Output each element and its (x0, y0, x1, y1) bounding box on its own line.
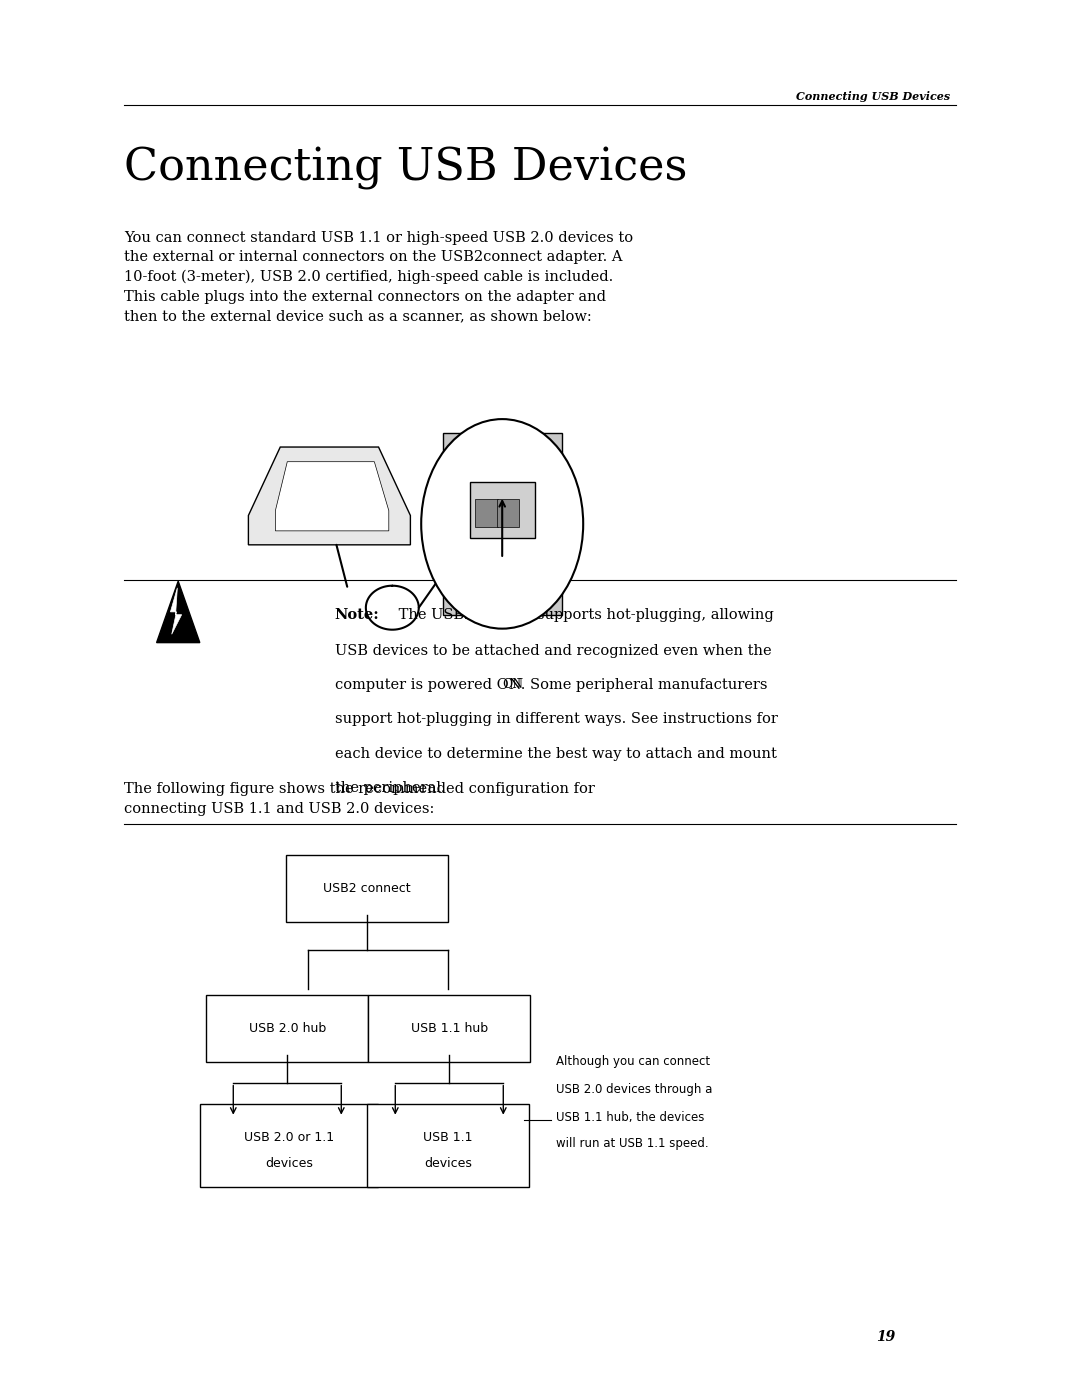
Text: devices: devices (424, 1157, 472, 1169)
Polygon shape (248, 447, 410, 545)
Text: will run at USB 1.1 speed.: will run at USB 1.1 speed. (556, 1137, 708, 1150)
Text: USB devices to be attached and recognized even when the: USB devices to be attached and recognize… (335, 644, 771, 658)
FancyBboxPatch shape (470, 482, 535, 538)
FancyBboxPatch shape (200, 1104, 378, 1187)
Text: 19: 19 (876, 1330, 895, 1344)
Text: ON: ON (502, 678, 524, 690)
Text: The following figure shows the recommended configuration for
connecting USB 1.1 : The following figure shows the recommend… (124, 782, 595, 816)
Text: You can connect standard USB 1.1 or high-speed USB 2.0 devices to
the external o: You can connect standard USB 1.1 or high… (124, 231, 633, 323)
Polygon shape (171, 588, 181, 634)
FancyBboxPatch shape (475, 499, 498, 527)
Text: Note:: Note: (335, 608, 379, 622)
FancyBboxPatch shape (206, 995, 368, 1062)
Polygon shape (275, 462, 389, 531)
Text: the peripheral.: the peripheral. (335, 781, 445, 795)
FancyBboxPatch shape (497, 499, 519, 527)
Text: USB 2.0 devices through a: USB 2.0 devices through a (556, 1083, 713, 1095)
Text: Although you can connect: Although you can connect (556, 1055, 711, 1067)
Text: USB2 connect: USB2 connect (323, 882, 411, 895)
Text: USB 1.1: USB 1.1 (423, 1130, 473, 1144)
Text: computer is powered ON. Some peripheral manufacturers: computer is powered ON. Some peripheral … (335, 678, 767, 692)
FancyBboxPatch shape (443, 433, 562, 615)
Text: support hot-plugging in different ways. See instructions for: support hot-plugging in different ways. … (335, 712, 778, 726)
Circle shape (421, 419, 583, 629)
Text: USB 1.1 hub: USB 1.1 hub (410, 1021, 488, 1035)
Text: each device to determine the best way to attach and mount: each device to determine the best way to… (335, 747, 777, 761)
Text: Connecting USB Devices: Connecting USB Devices (796, 91, 950, 102)
FancyBboxPatch shape (286, 855, 448, 922)
Text: USB 1.1 hub, the devices: USB 1.1 hub, the devices (556, 1111, 704, 1123)
Text: USB 2.0 hub: USB 2.0 hub (248, 1021, 326, 1035)
Text: devices: devices (265, 1157, 313, 1169)
Text: USB 2.0 or 1.1: USB 2.0 or 1.1 (244, 1130, 334, 1144)
FancyBboxPatch shape (368, 995, 530, 1062)
Text: The USB2connect supports hot-plugging, allowing: The USB2connect supports hot-plugging, a… (394, 608, 774, 622)
Text: Connecting USB Devices: Connecting USB Devices (124, 147, 688, 190)
FancyBboxPatch shape (367, 1104, 529, 1187)
Polygon shape (157, 581, 200, 643)
